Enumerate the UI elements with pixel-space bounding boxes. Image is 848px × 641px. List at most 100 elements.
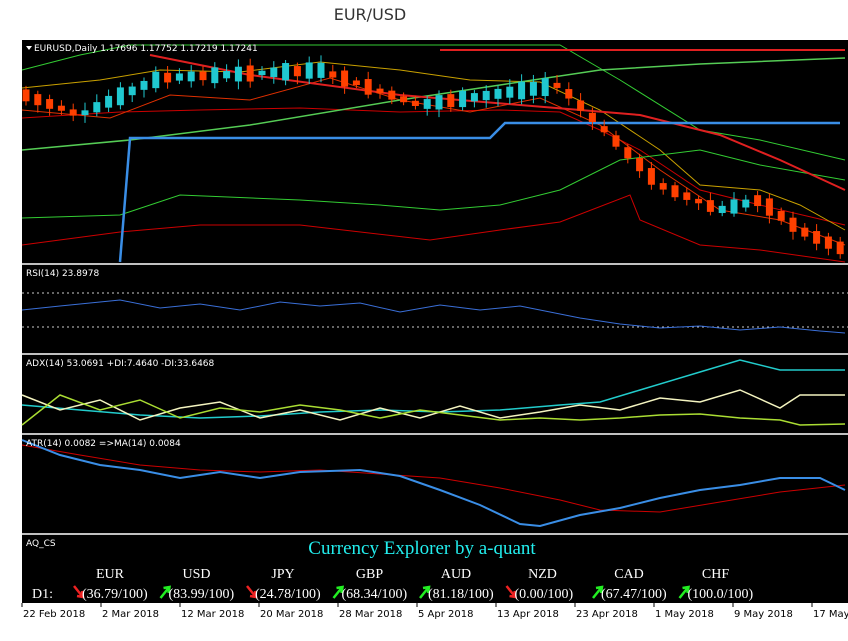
candle [270, 67, 278, 78]
currency-name: JPY [271, 567, 294, 582]
indicator-title: Currency Explorer by a-quant [308, 538, 536, 559]
candle [624, 147, 632, 159]
candle [813, 231, 821, 244]
band [21, 107, 846, 226]
candle [329, 71, 337, 78]
candle [659, 183, 667, 190]
candle [93, 102, 101, 113]
candle [376, 88, 384, 94]
trend-line [118, 121, 840, 263]
candle [81, 110, 89, 116]
candle [116, 87, 124, 106]
date-label: 9 May 2018 [734, 609, 793, 620]
candle [718, 205, 726, 214]
atr-panel [21, 439, 846, 528]
currency-value: (81.18/100) [428, 587, 494, 602]
candle [494, 88, 502, 99]
candle [105, 95, 113, 108]
candle [187, 71, 195, 82]
candle [706, 200, 714, 212]
candle [411, 100, 419, 106]
currency-name: NZD [528, 567, 557, 582]
currency-name: EUR [96, 567, 125, 582]
currency-value: (67.47/100) [601, 587, 667, 602]
candle [282, 63, 290, 81]
candle [754, 195, 762, 207]
trend-arrow [159, 585, 172, 599]
date-axis [22, 603, 848, 625]
band [21, 44, 846, 161]
date-label: 23 Apr 2018 [576, 609, 638, 620]
candle [600, 126, 608, 133]
trend-arrow [678, 585, 691, 599]
candle [364, 79, 372, 95]
chart-background [22, 40, 848, 603]
candle [388, 90, 396, 100]
currency-name: USD [182, 567, 210, 582]
candle [470, 93, 478, 102]
row-label: D1: [32, 587, 53, 602]
trend-arrow [592, 585, 604, 599]
candle [69, 109, 77, 116]
candle [57, 105, 65, 111]
currency-value: (24.78/100) [255, 587, 321, 602]
date-label: 13 Apr 2018 [497, 609, 559, 620]
candle [671, 185, 679, 198]
candle [789, 217, 797, 232]
band [21, 61, 846, 231]
currency-name: GBP [356, 567, 383, 582]
currency-value: (36.79/100) [82, 587, 148, 602]
candle [341, 70, 349, 87]
adx-panel [21, 359, 846, 426]
candle [577, 100, 585, 111]
candle [22, 89, 30, 102]
currency-name: AUD [441, 567, 471, 582]
currency-value: (68.34/100) [342, 587, 408, 602]
panel-label: AQ_CS [26, 539, 56, 549]
candle [128, 86, 136, 96]
candle [234, 66, 242, 82]
candle [588, 112, 596, 122]
candle [305, 62, 313, 79]
candle [293, 66, 301, 77]
dropdown-icon [26, 46, 32, 50]
window-title: EUR/USD [334, 5, 407, 24]
currency-name: CHF [702, 567, 729, 582]
trend-arrow [246, 585, 258, 599]
candle [777, 211, 785, 221]
candle [152, 71, 160, 89]
panel-label: ADX(14) 53.0691 +DI:7.4640 -DI:33.6468 [26, 359, 215, 369]
date-label: 28 Mar 2018 [339, 609, 402, 620]
candle [34, 94, 42, 106]
date-label: 5 Apr 2018 [418, 609, 473, 620]
candle [211, 67, 219, 84]
currency-value: (0.00/100) [515, 587, 574, 602]
trend-arrow [419, 585, 431, 599]
candle [164, 72, 172, 83]
candle [140, 80, 148, 90]
band [21, 149, 846, 219]
candle [647, 168, 655, 185]
date-label: 17 May [813, 609, 848, 620]
candle [447, 94, 455, 108]
candle [400, 96, 408, 103]
currency-name: CAD [614, 567, 644, 582]
date-label: 2 Mar 2018 [102, 609, 159, 620]
candle [801, 227, 809, 237]
date-label: 22 Feb 2018 [23, 609, 85, 620]
candle [683, 192, 691, 200]
candle [175, 73, 183, 81]
main-panel [21, 44, 846, 263]
candle [541, 78, 549, 97]
panel-label: EURUSD,Daily 1.17696 1.17752 1.17219 1.1… [34, 44, 258, 54]
trend-arrow [73, 585, 85, 599]
candle [824, 236, 832, 249]
candle [317, 62, 325, 78]
candle [199, 71, 207, 81]
candle [423, 99, 431, 109]
candle [636, 157, 644, 172]
candle [742, 199, 750, 208]
candle [352, 80, 360, 86]
band [21, 194, 846, 263]
